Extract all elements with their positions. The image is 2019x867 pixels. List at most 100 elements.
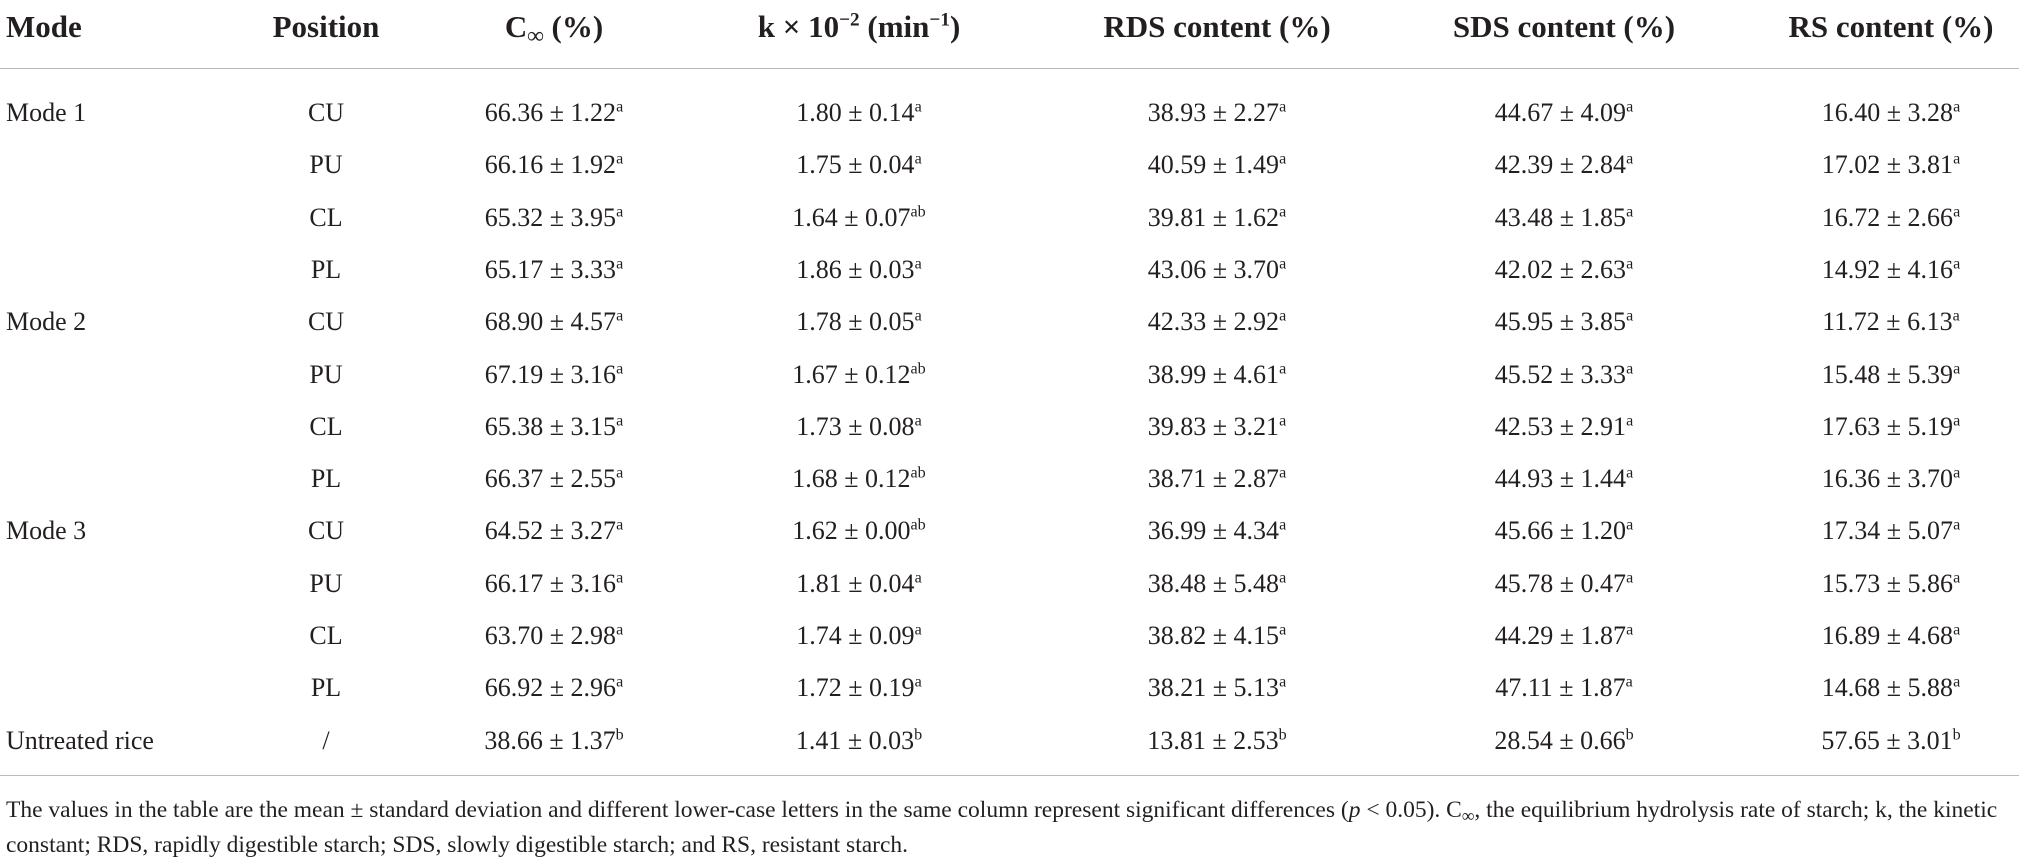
cell-value: 16.40 ± 3.28 (1821, 98, 1954, 127)
significance-letter: a (1626, 569, 1634, 587)
cell-value: 65.32 ± 3.95 (484, 202, 617, 232)
significance-letter: ab (910, 516, 926, 534)
cell-value: 1.68 ± 0.12 (792, 464, 911, 494)
column-header: Position (273, 9, 380, 45)
table-cell: 65.38 ± 3.15a (485, 412, 623, 442)
table-cell: 1.74 ± 0.09a (796, 621, 921, 651)
table-cell: 38.66 ± 1.37b (484, 726, 623, 756)
table-cell: 17.34 ± 5.07a (1822, 516, 1960, 546)
cell-value: 1.74 ± 0.09 (796, 621, 915, 650)
cell-value: 42.33 ± 2.92 (1147, 307, 1280, 337)
table-cell: 1.64 ± 0.07ab (792, 203, 926, 233)
cell-value: 44.67 ± 4.09 (1494, 98, 1627, 127)
cell-value: 68.90 ± 4.57 (484, 307, 617, 337)
cell-value: 11.72 ± 6.13 (1822, 307, 1953, 337)
column-header: Mode (6, 9, 82, 45)
cell-value: 16.89 ± 4.68 (1821, 621, 1954, 650)
cell-value: 13.81 ± 2.53 (1147, 725, 1279, 755)
table-cell: 45.78 ± 0.47a (1495, 569, 1633, 599)
table-cell: 43.48 ± 1.85a (1495, 203, 1633, 233)
significance-letter: a (1279, 516, 1287, 534)
table-cell: Untreated rice (6, 725, 154, 755)
cell-value: 63.70 ± 2.98 (484, 621, 617, 650)
cell-value: 45.52 ± 3.33 (1494, 359, 1627, 389)
significance-letter: a (1279, 412, 1287, 430)
table-cell: 1.67 ± 0.12ab (792, 360, 926, 390)
table-cell: 44.67 ± 4.09a (1495, 98, 1633, 128)
text-segment: ∞ (527, 22, 544, 49)
table-cell: 68.90 ± 4.57a (485, 307, 623, 337)
significance-letter: a (1626, 202, 1634, 220)
table-cell: / (322, 725, 330, 755)
cell-value: 16.36 ± 3.70 (1821, 464, 1954, 494)
table-cell: 42.33 ± 2.92a (1148, 307, 1286, 337)
significance-letter: a (914, 255, 922, 273)
table-cell: 1.86 ± 0.03a (796, 255, 921, 285)
cell-value: 38.48 ± 5.48 (1147, 568, 1280, 598)
table-cell: 14.92 ± 4.16a (1822, 255, 1960, 285)
text-segment: ∞ (1461, 805, 1475, 826)
cell-value: 66.37 ± 2.55 (484, 464, 617, 494)
cell-value: 1.67 ± 0.12 (792, 359, 911, 389)
table-cell: CU (307, 307, 345, 337)
significance-letter: a (1279, 621, 1287, 639)
significance-letter: a (914, 621, 922, 639)
significance-letter: a (1279, 202, 1287, 220)
table-cell: PU (309, 568, 343, 598)
significance-letter: a (1953, 255, 1961, 273)
cell-value: 1.81 ± 0.04 (796, 568, 915, 598)
significance-letter: a (1626, 516, 1634, 534)
significance-letter: a (1953, 569, 1961, 587)
text-segment: C (504, 9, 528, 44)
cell-value: 42.02 ± 2.63 (1494, 254, 1627, 284)
column-header: C∞ (%) (504, 9, 603, 47)
table-cell: CL (309, 202, 343, 232)
significance-letter: a (1953, 98, 1961, 116)
table-cell: 38.99 ± 4.61a (1148, 360, 1286, 390)
significance-letter: ab (910, 202, 926, 220)
significance-letter: a (1279, 255, 1287, 273)
cell-value: 14.68 ± 5.88 (1821, 673, 1954, 703)
cell-value: 15.48 ± 5.39 (1821, 359, 1954, 389)
table-cell: 17.02 ± 3.81a (1822, 150, 1960, 180)
table-cell: 64.52 ± 3.27a (485, 516, 623, 546)
significance-letter: a (616, 569, 624, 587)
significance-letter: a (616, 307, 624, 325)
table-cell: 57.65 ± 3.01b (1821, 726, 1960, 756)
table-cell: 1.81 ± 0.04a (796, 569, 921, 599)
cell-value: 40.59 ± 1.49 (1147, 150, 1280, 180)
cell-value: 39.83 ± 3.21 (1147, 411, 1280, 441)
significance-letter: a (1279, 359, 1287, 377)
significance-letter: a (1953, 621, 1961, 639)
cell-value: 66.36 ± 1.22 (484, 98, 617, 127)
table-cell: CL (309, 411, 343, 441)
cell-value: 1.41 ± 0.03 (795, 725, 915, 755)
cell-value: 1.80 ± 0.14 (796, 98, 915, 127)
table-cell: 42.02 ± 2.63a (1495, 255, 1633, 285)
cell-value: 43.06 ± 3.70 (1147, 254, 1280, 284)
significance-letter: a (616, 255, 624, 273)
cell-value: 16.72 ± 2.66 (1821, 202, 1954, 232)
table-cell: 13.81 ± 2.53b (1147, 726, 1286, 756)
cell-value: 65.17 ± 3.33 (484, 254, 617, 284)
table-cell: 1.78 ± 0.05a (796, 307, 921, 337)
text-segment: −1 (929, 9, 950, 31)
cell-value: 15.73 ± 5.86 (1821, 568, 1954, 598)
cell-value: 1.78 ± 0.05 (796, 307, 915, 337)
cell-value: 17.02 ± 3.81 (1821, 150, 1954, 180)
significance-letter: a (1626, 255, 1634, 273)
table-cell: 44.93 ± 1.44a (1495, 464, 1633, 494)
table-cell: 15.48 ± 5.39a (1822, 360, 1960, 390)
cell-value: 17.63 ± 5.19 (1821, 411, 1954, 441)
table-cell: 65.32 ± 3.95a (485, 203, 623, 233)
text-segment: p (1348, 797, 1361, 823)
significance-letter: a (616, 673, 624, 691)
table-cell: 38.71 ± 2.87a (1148, 464, 1286, 494)
cell-value: 38.71 ± 2.87 (1147, 464, 1280, 494)
cell-value: 64.52 ± 3.27 (484, 516, 617, 546)
text-segment: −2 (839, 9, 860, 31)
table-cell: 66.92 ± 2.96a (485, 673, 623, 703)
table-cell: 66.37 ± 2.55a (485, 464, 623, 494)
text-segment: The values in the table are the mean ± s… (6, 797, 1349, 823)
cell-value: 45.66 ± 1.20 (1494, 516, 1627, 546)
